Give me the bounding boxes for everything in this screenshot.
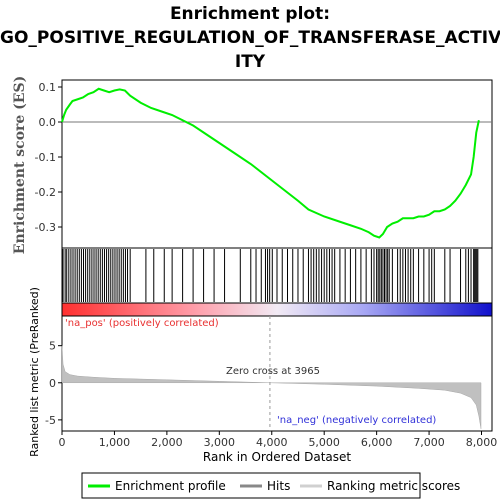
legend-enrichment-label: Enrichment profile [115, 479, 226, 493]
x-tick-label: 1,000 [99, 436, 131, 449]
chart-title-line-3: ITY [234, 52, 266, 72]
es-y-tick-label: -0.2 [35, 186, 56, 199]
x-tick-label: 8,000 [466, 436, 498, 449]
x-tick-label: 0 [59, 436, 66, 449]
metric-y-tick-label: 0 [49, 377, 56, 390]
enrichment-profile-line [61, 87, 480, 239]
x-tick-label: 3,000 [204, 436, 236, 449]
x-axis-label: Rank in Ordered Dataset [203, 450, 351, 464]
x-tick-label: 6,000 [361, 436, 393, 449]
ranking-metric-area [61, 345, 482, 429]
es-y-axis-label: Enrichment score (ES) [12, 76, 28, 254]
legend-hits-label: Hits [267, 479, 290, 493]
chart-title-line-1: Enrichment plot: [169, 4, 331, 24]
legend-metric-label: Ranking metric scores [327, 479, 460, 493]
es-y-tick-label: -0.1 [35, 151, 56, 164]
es-y-tick-label: 0.0 [39, 116, 57, 129]
es-panel-frame [61, 79, 493, 249]
zero-cross-annotation: Zero cross at 3965 [226, 366, 320, 377]
metric-y-tick-label: -5 [45, 414, 56, 427]
metric-panel-frame [61, 315, 493, 432]
metric-y-tick-label: 5 [49, 340, 56, 353]
neg-annotation: 'na_neg' (negatively correlated) [277, 415, 436, 426]
x-tick-label: 4,000 [256, 436, 288, 449]
es-y-tick-label: -0.3 [35, 221, 56, 234]
es-y-tick-label: 0.1 [39, 81, 57, 94]
pos-annotation: 'na_pos' (positively correlated) [65, 318, 219, 329]
x-tick-label: 5,000 [308, 436, 340, 449]
rank-color-bar [61, 302, 493, 317]
legend: Enrichment profile Hits Ranking metric s… [81, 472, 460, 499]
x-tick-label: 7,000 [413, 436, 445, 449]
chart-title-line-2: GO_POSITIVE_REGULATION_OF_TRANSFERASE_AC… [0, 28, 500, 48]
x-tick-label: 2,000 [151, 436, 183, 449]
metric-y-axis-label: Ranked list metric (PreRanked) [28, 287, 41, 457]
